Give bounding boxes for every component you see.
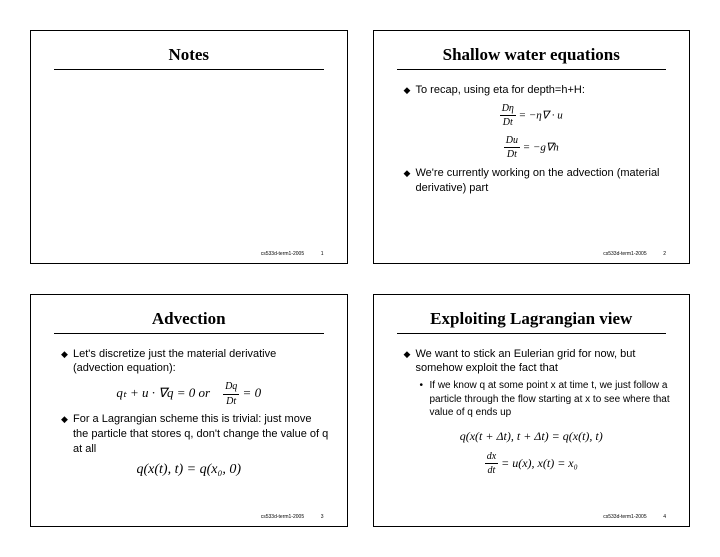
formula: q(x(t + Δt), t + Δt) = q(x(t), t): [392, 428, 672, 444]
footer-course: cs533d-term1-2005: [603, 514, 646, 520]
slide-title: Exploiting Lagrangian view: [392, 309, 672, 329]
slide-number: 1: [306, 251, 324, 257]
bullet-text: To recap, using eta for depth=h+H:: [416, 83, 672, 98]
slide-number: 4: [648, 514, 666, 520]
footer-course: cs533d-term1-2005: [261, 514, 304, 520]
sub-bullet-text: If we know q at some point x at time t, …: [430, 379, 672, 420]
bullet-text: For a Lagrangian scheme this is trivial:…: [73, 412, 329, 457]
bullet-text: We're currently working on the advection…: [416, 166, 672, 196]
formula: DηDt = −η∇ · u: [392, 102, 672, 130]
sub-bullet: • If we know q at some point x at time t…: [420, 379, 672, 420]
bullet-text: Let's discretize just the material deriv…: [73, 347, 329, 377]
slide-lagrangian: Exploiting Lagrangian view ◆ We want to …: [373, 294, 691, 528]
slide-body: ◆ We want to stick an Eulerian grid for …: [392, 344, 672, 515]
slide-number: 2: [648, 251, 666, 257]
slide-body: [49, 80, 329, 251]
slide-footer: cs533d-term1-2005 2: [392, 251, 672, 257]
bullet-text: We want to stick an Eulerian grid for no…: [416, 347, 672, 377]
title-rule: [54, 333, 324, 334]
bullet: ◆ We're currently working on the advecti…: [404, 166, 672, 196]
bullet-icon: ◆: [404, 347, 416, 377]
title-rule: [397, 333, 667, 334]
slide-footer: cs533d-term1-2005 4: [392, 514, 672, 520]
title-rule: [397, 69, 667, 70]
sub-bullet-icon: •: [420, 379, 430, 420]
slide-footer: cs533d-term1-2005 1: [49, 251, 329, 257]
bullet-icon: ◆: [61, 412, 73, 457]
slide-footer: cs533d-term1-2005 3: [49, 514, 329, 520]
slide-title: Shallow water equations: [392, 45, 672, 65]
bullet-icon: ◆: [404, 166, 416, 196]
slide-number: 3: [306, 514, 324, 520]
formula: q(x(t), t) = q(x₀, 0): [49, 461, 329, 480]
slide-notes: Notes cs533d-term1-2005 1: [30, 30, 348, 264]
slide-body: ◆ To recap, using eta for depth=h+H: DηD…: [392, 80, 672, 251]
slide-title: Advection: [49, 309, 329, 329]
formula: qₜ + u · ∇q = 0 or DqDt = 0: [49, 380, 329, 408]
title-rule: [54, 69, 324, 70]
slide-title: Notes: [49, 45, 329, 65]
footer-course: cs533d-term1-2005: [603, 251, 646, 257]
bullet-icon: ◆: [404, 83, 416, 98]
footer-course: cs533d-term1-2005: [261, 251, 304, 257]
slide-shallow-water: Shallow water equations ◆ To recap, usin…: [373, 30, 691, 264]
bullet: ◆ We want to stick an Eulerian grid for …: [404, 347, 672, 377]
bullet: ◆ To recap, using eta for depth=h+H:: [404, 83, 672, 98]
slide-body: ◆ Let's discretize just the material der…: [49, 344, 329, 515]
formula: DuDt = −g∇h: [392, 134, 672, 162]
bullet: ◆ For a Lagrangian scheme this is trivia…: [61, 412, 329, 457]
bullet-icon: ◆: [61, 347, 73, 377]
formula: dxdt = u(x), x(t) = x₀: [392, 450, 672, 478]
slide-advection: Advection ◆ Let's discretize just the ma…: [30, 294, 348, 528]
bullet: ◆ Let's discretize just the material der…: [61, 347, 329, 377]
